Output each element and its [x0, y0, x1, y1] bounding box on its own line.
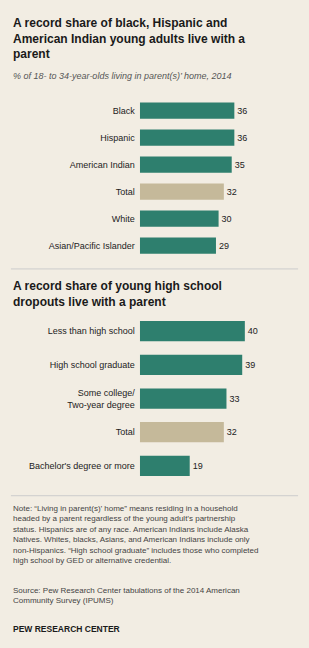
svg-text:30: 30 — [222, 214, 232, 224]
svg-text:39: 39 — [245, 360, 255, 370]
svg-text:Total: Total — [116, 187, 135, 197]
svg-text:29: 29 — [219, 241, 229, 251]
svg-text:Some college/Two-year degree: Some college/Two-year degree — [67, 388, 135, 410]
svg-text:36: 36 — [237, 106, 247, 116]
svg-text:Bachelor's degree or more: Bachelor's degree or more — [29, 461, 135, 471]
svg-text:35: 35 — [235, 160, 245, 170]
svg-text:36: 36 — [237, 133, 247, 143]
svg-text:Note: “Living in parent(s)’ ho: Note: “Living in parent(s)’ home” means … — [13, 504, 258, 565]
svg-text:33: 33 — [229, 394, 239, 404]
svg-text:White: White — [112, 214, 135, 224]
svg-text:High school graduate: High school graduate — [50, 360, 135, 370]
svg-text:Asian/Pacific Islander: Asian/Pacific Islander — [49, 241, 135, 251]
svg-text:Less than high school: Less than high school — [48, 326, 135, 336]
svg-text:Total: Total — [116, 427, 135, 437]
svg-text:Black: Black — [113, 106, 136, 116]
svg-text:19: 19 — [193, 461, 203, 471]
svg-text:32: 32 — [227, 187, 237, 197]
svg-text:Source: Pew Research Center ta: Source: Pew Research Center tabulations … — [13, 586, 240, 605]
svg-text:% of 18- to 34-year-olds livin: % of 18- to 34-year-olds living in paren… — [13, 71, 231, 81]
svg-text:32: 32 — [227, 427, 237, 437]
svg-text:A record share of black, Hispa: A record share of black, Hispanic andAme… — [13, 16, 245, 61]
svg-text:40: 40 — [248, 326, 258, 336]
svg-text:A record share of young high s: A record share of young high schooldropo… — [13, 279, 222, 309]
svg-text:PEW RESEARCH CENTER: PEW RESEARCH CENTER — [13, 624, 120, 634]
svg-text:American Indian: American Indian — [70, 160, 135, 170]
svg-text:Hispanic: Hispanic — [100, 133, 135, 143]
